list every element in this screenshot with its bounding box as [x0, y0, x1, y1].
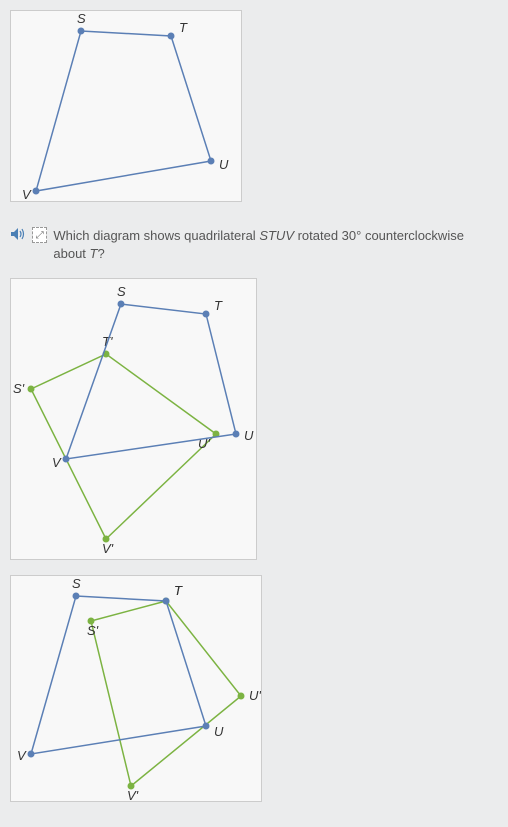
q-italic: STUV — [259, 228, 294, 243]
svg-text:V': V' — [102, 541, 114, 556]
svg-text:U: U — [219, 157, 229, 172]
svg-text:S: S — [77, 11, 86, 26]
svg-text:U: U — [244, 428, 254, 443]
option1-svg: S'T'U'V'STUV — [11, 279, 256, 559]
question-row: ⤢ Which diagram shows quadrilateral STUV… — [10, 227, 498, 263]
svg-text:S: S — [117, 284, 126, 299]
reference-svg: S T U V — [11, 11, 241, 201]
svg-text:S': S' — [13, 381, 25, 396]
svg-text:V: V — [52, 455, 62, 470]
expand-icon[interactable]: ⤢ — [32, 227, 47, 243]
svg-text:S: S — [72, 576, 81, 591]
reference-diagram: S T U V — [10, 10, 242, 202]
q-suffix: ? — [97, 246, 104, 261]
q-prefix: Which diagram shows quadrilateral — [53, 228, 259, 243]
speaker-icon[interactable] — [10, 227, 26, 241]
svg-text:U': U' — [249, 688, 261, 703]
svg-text:S': S' — [87, 623, 99, 638]
question-text: Which diagram shows quadrilateral STUV r… — [53, 227, 498, 263]
svg-text:T: T — [179, 20, 188, 35]
svg-text:V: V — [22, 187, 32, 201]
svg-text:V: V — [17, 748, 27, 763]
option2-svg: S'TU'V'STUV — [11, 576, 261, 801]
svg-text:T: T — [174, 583, 183, 598]
option-diagram-2[interactable]: S'TU'V'STUV — [10, 575, 262, 802]
option-diagram-1[interactable]: S'T'U'V'STUV — [10, 278, 257, 560]
svg-text:T: T — [214, 298, 223, 313]
svg-text:V': V' — [127, 788, 139, 801]
svg-text:U: U — [214, 724, 224, 739]
